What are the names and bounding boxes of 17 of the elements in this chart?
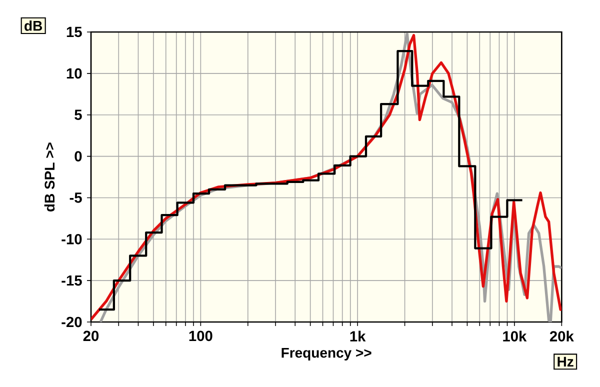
x-tick-label: 100	[189, 330, 212, 342]
x-tick-label: 20	[83, 330, 99, 342]
x-tick-label: 20k	[550, 330, 574, 342]
y-tick-label: -20	[62, 316, 82, 328]
y-tick-label: 0	[74, 151, 82, 162]
y-tick-label: 10	[66, 68, 82, 79]
x-axis-title: Frequency >>	[282, 348, 372, 361]
y-tick-label: -5	[70, 192, 82, 203]
y-tick-label: 15	[66, 26, 82, 38]
y-tick-label: -15	[62, 275, 82, 286]
y-tick-label: -10	[62, 234, 82, 244]
text: dB	[24, 20, 42, 31]
text: Hz	[558, 356, 574, 366]
x-tick-label: 1k	[350, 330, 366, 342]
x-tick-label: 10k	[503, 330, 527, 342]
y-axis-title: dB SPL >>	[44, 142, 55, 212]
y-tick-label: 5	[74, 110, 82, 120]
